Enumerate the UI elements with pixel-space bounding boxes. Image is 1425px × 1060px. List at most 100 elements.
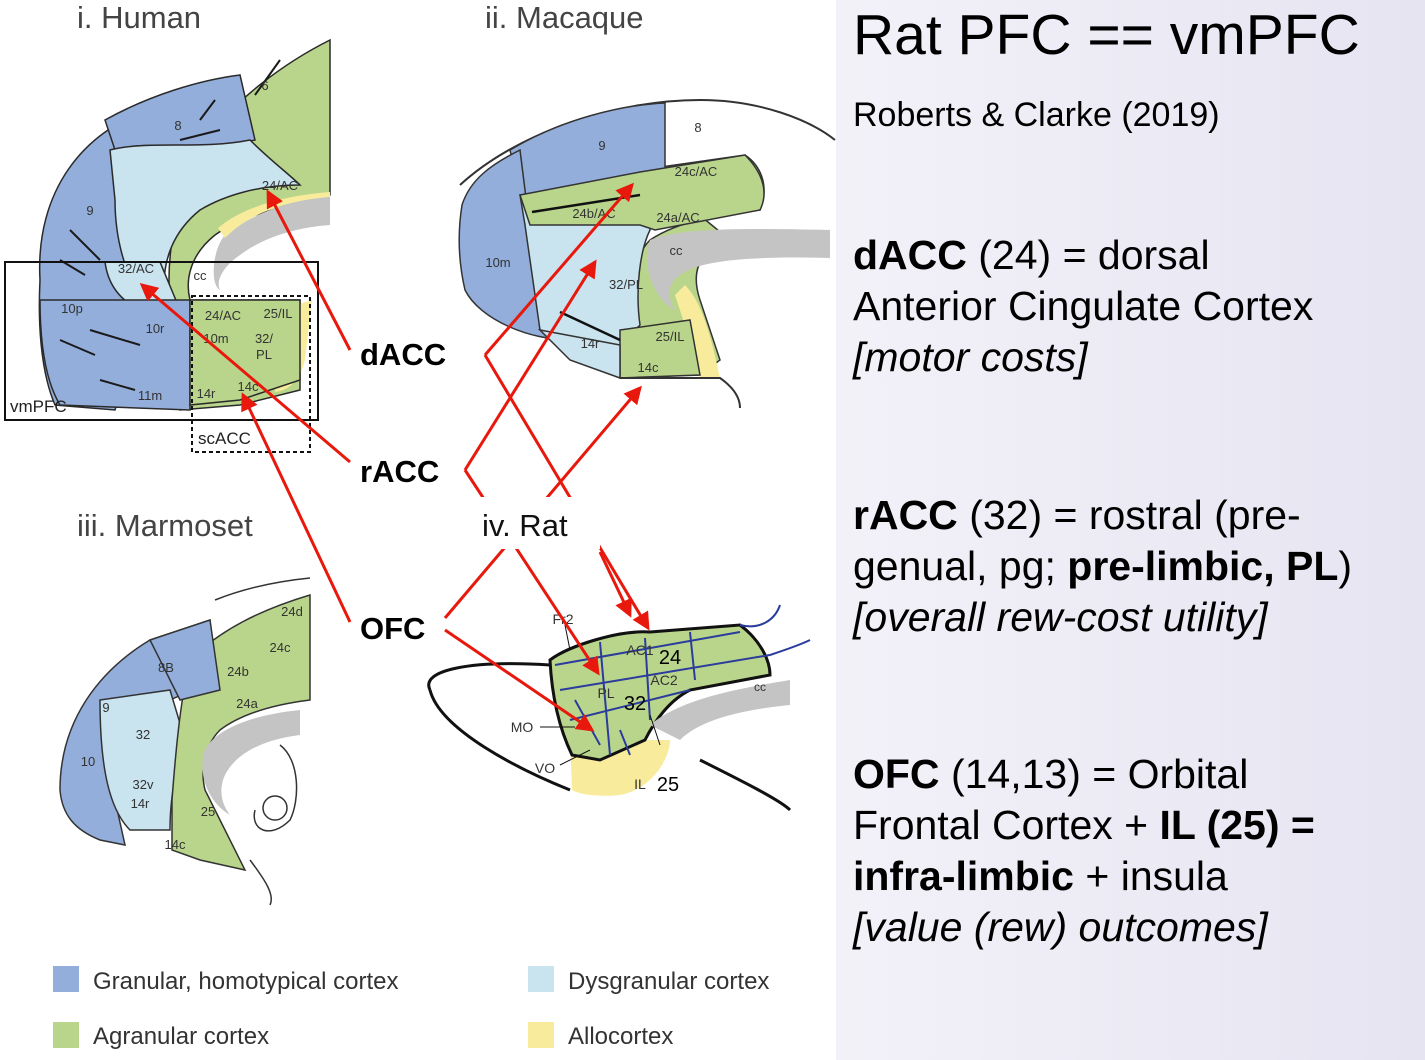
panel-title-macaque: ii. Macaque [485, 0, 644, 35]
human-label-32ac: 32/AC [118, 261, 154, 276]
racc-line2b: pre-limbic, PL [1067, 543, 1339, 589]
ofc-line1: (14,13) = Orbital [939, 751, 1249, 797]
human-label-9: 9 [86, 203, 93, 218]
panel-title-rat: iv. Rat [482, 508, 568, 543]
macaque-allocortex [675, 285, 720, 378]
rat-title-backdrop [470, 497, 600, 549]
legend-swatch-agranular [53, 1022, 79, 1048]
racc-line1: (32) = rostral (pre- [957, 492, 1301, 538]
arrow-label-dacc: dACC [360, 337, 447, 372]
marmoset-label-32v: 32v [133, 777, 154, 792]
arrow-dacc-macaque [483, 182, 634, 356]
macaque-24-agranular [519, 154, 765, 231]
legend-swatch-granular [53, 966, 79, 992]
macaque-label-8: 8 [694, 120, 701, 135]
rat-label-24: 24 [659, 647, 681, 669]
dacc-line1: (24) = dorsal [966, 232, 1210, 278]
arrow-ofc-human [241, 392, 352, 623]
arrow-dacc-human [266, 189, 352, 351]
human-label-32: 32/ [255, 331, 273, 346]
rat-label-25: 25 [657, 774, 679, 796]
macaque-label-24cac: 24c/AC [675, 164, 718, 179]
macaque-label-cc: cc [670, 243, 684, 258]
macaque-label-14c: 14c [638, 360, 659, 375]
marmoset-granular-cap [148, 619, 221, 701]
legend-label-dysgranular: Dysgranular cortex [568, 968, 770, 995]
rat-label-32: 32 [624, 693, 646, 715]
human-label-8: 8 [174, 118, 181, 133]
scacc-box [191, 295, 311, 453]
human-label-10r: 10r [146, 321, 165, 336]
marmoset-label-32: 32 [136, 727, 150, 742]
ofc-line4: [value (rew) outcomes] [853, 904, 1268, 950]
marmoset-label-24d: 24d [281, 604, 303, 619]
marmoset-label-25: 25 [201, 804, 215, 819]
human-brain-section: 6 8 24/AC 9 32/AC cc 10p 10r 24/AC 25/IL… [4, 38, 331, 453]
vmpfc-box [4, 261, 319, 421]
ofc-line2b: IL (25) = [1159, 802, 1315, 848]
rat-leader-lines [540, 624, 661, 766]
rat-label-cc: cc [754, 680, 766, 694]
macaque-brain-section: 8 9 24c/AC 24b/AC 24a/AC cc 10m 32/PL 14… [458, 98, 836, 409]
macaque-label-9: 9 [598, 138, 605, 153]
marmoset-ventricle [262, 795, 288, 821]
racc-line3: [overall rew-cost utility] [853, 594, 1268, 640]
macaque-granular-front [458, 148, 571, 341]
rat-label-vo: VO [535, 760, 555, 776]
macaque-corpus-callosum [646, 229, 830, 310]
marmoset-label-10: 10 [81, 754, 95, 769]
arrow-racc-human [139, 283, 351, 464]
macaque-granular-cap [509, 102, 666, 196]
marmoset-label-9: 9 [102, 700, 109, 715]
marmoset-outline [214, 577, 311, 906]
marmoset-label-14r: 14r [131, 796, 150, 811]
arrow-racc-macaque [463, 259, 597, 471]
rat-brain-section: Fr2 AC1 24 AC2 cc PL 32 MO VO IL 25 [427, 604, 811, 812]
citation: Roberts & Clarke (2019) [853, 96, 1220, 134]
macaque-outline-bottom [620, 377, 741, 409]
human-label-25il: 25/IL [264, 306, 293, 321]
legend-swatch-dysgranular [528, 966, 554, 992]
human-sulcus-lines [59, 59, 281, 391]
racc-line2c: ) [1338, 543, 1353, 589]
arrow-dacc-rat [483, 354, 650, 631]
macaque-label-25il: 25/IL [656, 329, 685, 344]
macaque-label-32pl: 32/PL [609, 277, 643, 292]
rat-corpus-callosum [650, 680, 790, 740]
ofc-line2a: Frontal Cortex + [853, 802, 1160, 848]
racc-line2a: genual, pg; [853, 543, 1068, 589]
dacc-line3: [motor costs] [853, 334, 1088, 380]
marmoset-label-8b: 8B [158, 660, 174, 675]
panel-title-human: i. Human [77, 0, 202, 35]
definition-dacc: dACC (24) = dorsal Anterior Cingulate Co… [853, 230, 1313, 383]
vmpfc-box-label: vmPFC [10, 397, 67, 416]
human-granular-cap [104, 74, 256, 151]
marmoset-label-24b: 24b [227, 664, 249, 679]
human-label-24ac-lower: 24/AC [205, 308, 241, 323]
human-corpus-callosum [213, 195, 330, 290]
ofc-abbr: OFC [853, 751, 940, 797]
slide-title: Rat PFC == vmPFC [853, 3, 1360, 67]
rat-label-il: IL [634, 776, 646, 792]
racc-abbr: rACC [853, 492, 958, 538]
human-label-24ac: 24/AC [262, 178, 298, 193]
arrow-label-racc: rACC [360, 454, 440, 489]
human-label-6: 6 [261, 78, 268, 93]
legend-label-granular: Granular, homotypical cortex [93, 968, 399, 995]
legend-swatch-allocortex [528, 1022, 554, 1048]
human-orbital-granular [39, 299, 191, 411]
human-label-11m: 11m [138, 388, 162, 403]
marmoset-label-14c: 14c [165, 837, 186, 852]
rat-outline [427, 662, 792, 812]
scacc-box-label: scACC [198, 429, 251, 448]
red-arrows [139, 182, 650, 732]
ofc-line3a: infra-limbic [853, 853, 1074, 899]
brain-regions-diagram: 6 8 24/AC 9 32/AC cc 10p 10r 24/AC 25/IL… [4, 38, 836, 906]
dacc-abbr: dACC [853, 232, 967, 278]
arrow-rat-title-tail [598, 551, 632, 618]
rat-label-mo: MO [511, 719, 534, 735]
human-subgenual-agranular [189, 299, 301, 406]
macaque-label-14r: 14r [581, 336, 600, 351]
arrow-ofc-rat [444, 628, 595, 732]
macaque-label-10m: 10m [485, 255, 510, 270]
